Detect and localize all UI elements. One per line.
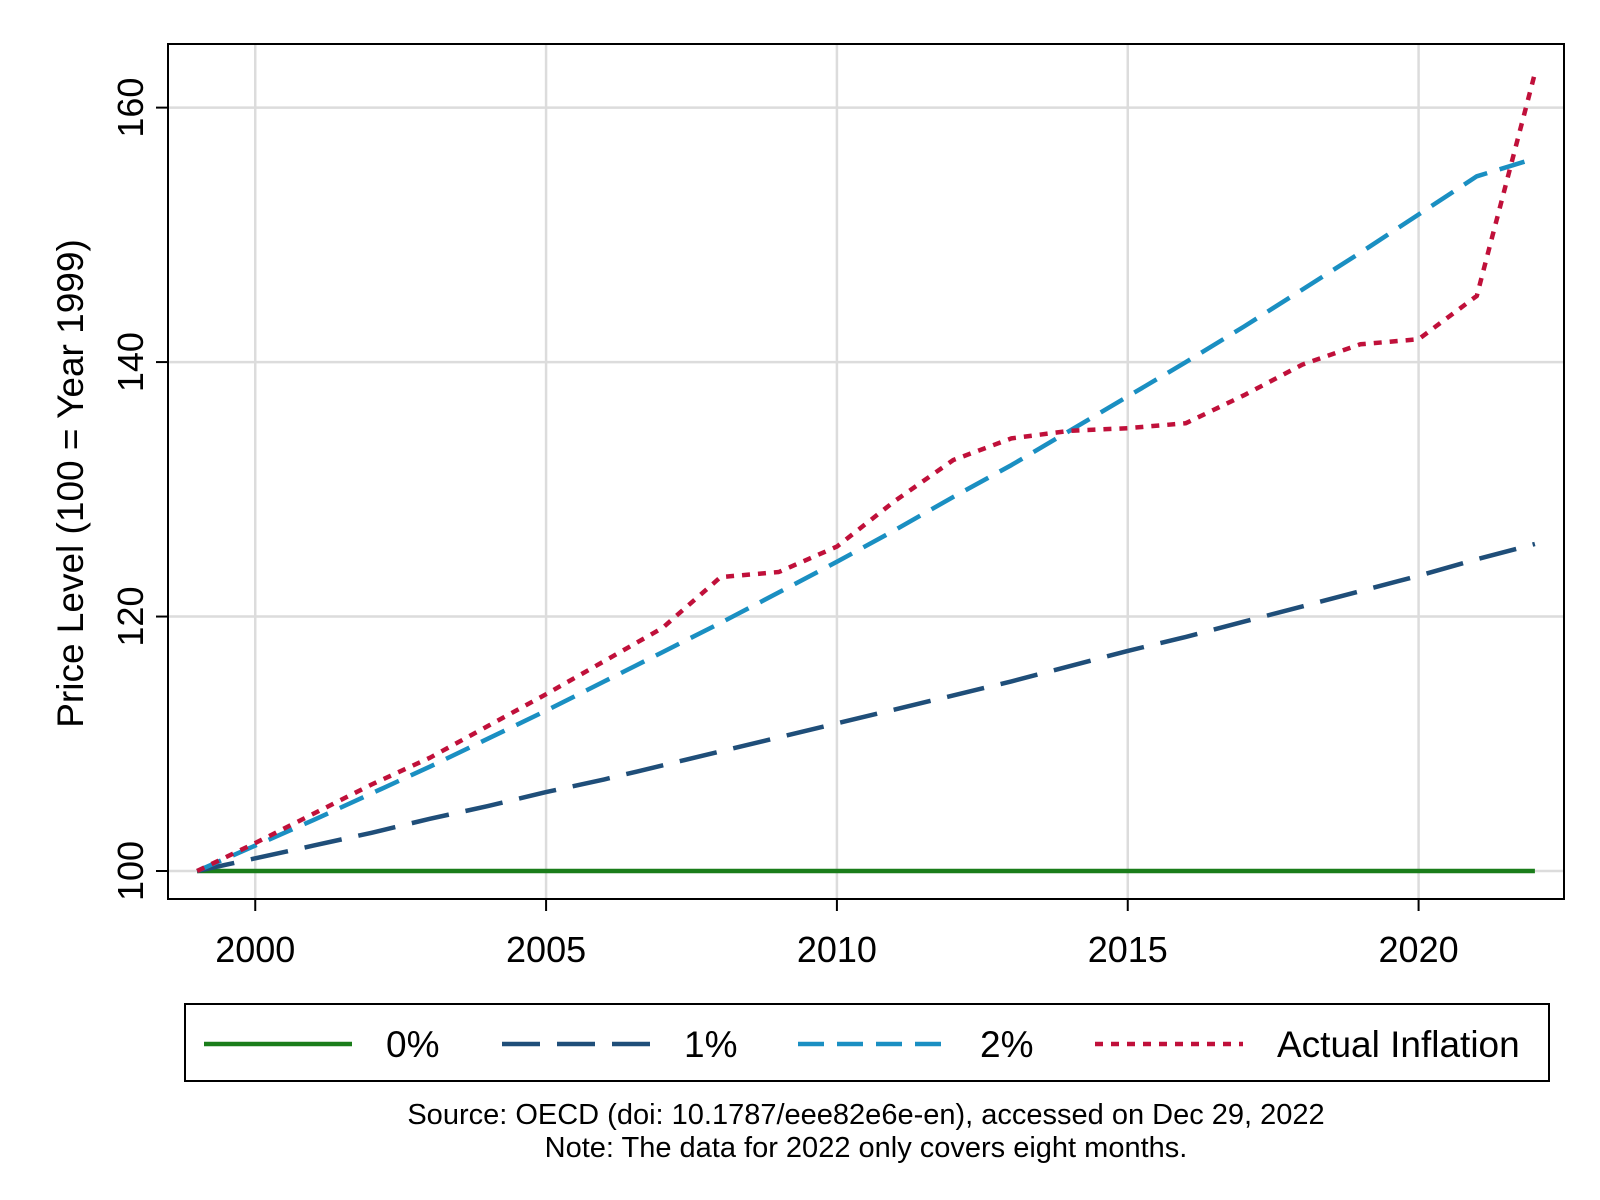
axis-ticks [156, 106, 1420, 911]
series-line-1 [196, 541, 1536, 874]
tick-labels: 2000 2005 2010 2015 2020 100 120 140 160 [110, 78, 1459, 970]
x-tick-label-2015: 2015 [1088, 929, 1168, 970]
data-coverage-note: Note: The data for 2022 only covers eigh… [545, 1132, 1188, 1164]
x-tick-label-2020: 2020 [1379, 929, 1459, 970]
legend: 0% 1% 2% Actual Inflation [184, 1003, 1550, 1082]
legend-label-3: Actual Inflation [1277, 1024, 1520, 1065]
x-tick-label-2005: 2005 [506, 929, 586, 970]
legend-label-0: 0% [386, 1024, 439, 1065]
legend-label-2: 2% [980, 1024, 1033, 1065]
y-tick-label-120: 120 [110, 587, 151, 647]
legend-box [184, 1003, 1550, 1082]
series-line-2 [196, 156, 1536, 874]
source-note: Source: OECD (doi: 10.1787/eee82e6e-en),… [407, 1099, 1324, 1131]
y-tick-label-100: 100 [110, 841, 151, 901]
x-tick-label-2010: 2010 [797, 929, 877, 970]
y-axis-title: Price Level (100 = Year 1999) [50, 239, 91, 728]
plot-frame [167, 43, 1565, 900]
x-tick-label-2000: 2000 [215, 929, 295, 970]
legend-label-1: 1% [684, 1024, 737, 1065]
series-lines [196, 72, 1538, 874]
y-tick-label-140: 140 [110, 332, 151, 392]
y-tick-label-160: 160 [110, 78, 151, 138]
